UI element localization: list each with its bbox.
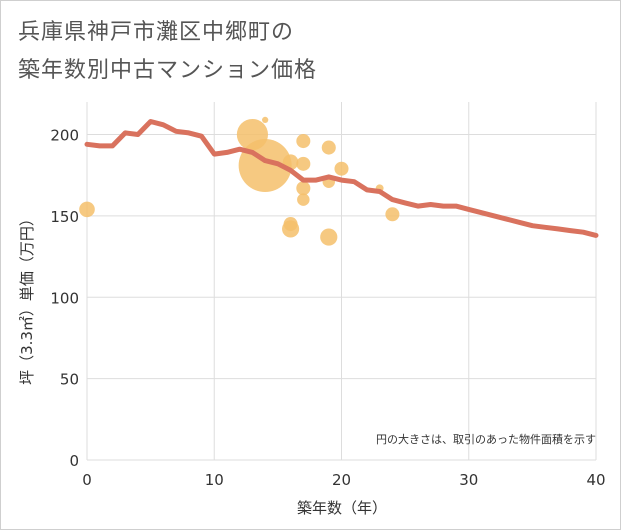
x-tick-label: 30: [459, 471, 478, 489]
grid-lines: [86, 102, 597, 461]
y-tick-label: 0: [69, 452, 79, 470]
data-bubble: [296, 134, 311, 149]
data-bubble: [296, 156, 311, 171]
y-tick-label: 200: [50, 127, 79, 145]
y-axis-label: 坪（3.3㎡）単価（万円）: [18, 211, 36, 385]
data-bubble: [282, 220, 300, 238]
bubble-layer: [79, 116, 400, 246]
y-tick-label: 50: [60, 371, 79, 389]
data-bubble: [262, 116, 269, 124]
y-tick-label: 150: [50, 208, 79, 226]
line-layer: [84, 119, 599, 238]
x-tick-label: 20: [332, 471, 351, 489]
chart-annotation: 円の大きさは、取引のあった物件面積を示す: [376, 432, 596, 446]
data-bubble: [79, 201, 95, 218]
data-bubble: [296, 181, 311, 196]
x-tick-label: 40: [586, 471, 605, 489]
average-price-line: [84, 119, 599, 238]
data-bubble: [321, 140, 336, 155]
chart-title-line2: 築年数別中古マンション価格: [18, 58, 318, 83]
data-bubble: [320, 228, 338, 246]
x-tick-label: 10: [205, 471, 224, 489]
chart-title-line1: 兵庫県神戸市灘区中郷町の: [18, 20, 295, 45]
y-tick-label: 100: [50, 289, 79, 307]
data-bubble: [334, 161, 349, 176]
data-bubble: [385, 207, 400, 222]
x-tick-label: 0: [82, 471, 92, 489]
tick-labels: 0 50 100 150 200 0 10 20 30 40: [50, 127, 605, 489]
x-axis-label: 築年数（年）: [297, 499, 387, 517]
data-bubble: [297, 193, 310, 206]
